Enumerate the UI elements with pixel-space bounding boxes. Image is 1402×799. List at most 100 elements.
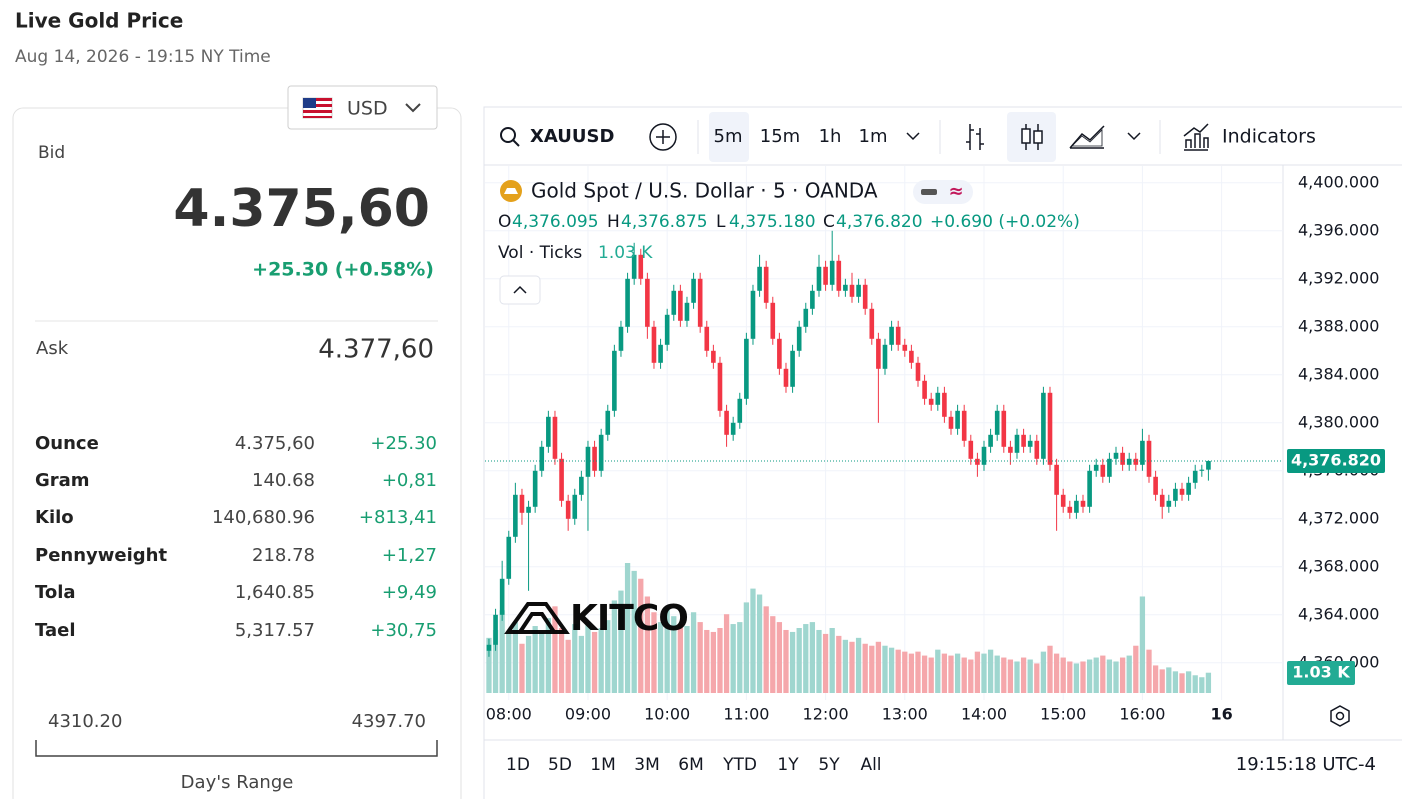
- volume-bar: [558, 628, 565, 693]
- candle-body: [1186, 482, 1191, 495]
- candle-body: [618, 326, 624, 351]
- candle-body: [1146, 440, 1152, 477]
- chart-title: Gold Spot / U.S. Dollar · 5 · OANDA: [531, 179, 878, 203]
- period-button[interactable]: YTD: [722, 755, 757, 775]
- period-button[interactable]: All: [860, 755, 881, 775]
- y-tick-label: 4,388.000: [1298, 316, 1379, 335]
- candle-body: [645, 278, 650, 327]
- candle-body: [909, 350, 914, 363]
- volume-bar: [921, 655, 928, 693]
- candle-body: [1206, 460, 1211, 470]
- candle-body: [1093, 464, 1099, 471]
- currency-select[interactable]: USD: [287, 85, 438, 130]
- interval-button[interactable]: 1h: [819, 126, 842, 147]
- candle-body: [816, 266, 822, 291]
- unit-change: +9,49: [382, 582, 437, 603]
- currency-label[interactable]: USD: [347, 98, 388, 120]
- volume-bar: [717, 628, 723, 693]
- volume-bar: [1172, 671, 1179, 693]
- candle-body: [829, 260, 835, 285]
- legend: Gold Spot / U.S. Dollar · 5 · OANDA ≈: [500, 179, 973, 204]
- volume-bar: [855, 637, 862, 693]
- compare-button[interactable]: [649, 123, 677, 151]
- ohlc-value: 4,376.820: [836, 212, 923, 232]
- collapse-button[interactable]: [499, 275, 541, 305]
- candles-style-button[interactable]: [1021, 124, 1043, 150]
- candle-body: [1126, 458, 1132, 465]
- volume-bar: [743, 602, 750, 693]
- candle-body: [763, 266, 769, 303]
- unit-name: Ounce: [35, 433, 99, 454]
- volume-bar: [684, 626, 690, 693]
- candle-body: [539, 446, 545, 471]
- candle-body: [552, 416, 558, 459]
- candle-body: [664, 314, 670, 345]
- candle-body: [790, 350, 795, 387]
- area-style-button[interactable]: [1069, 125, 1105, 149]
- volume-bar: [1199, 677, 1205, 693]
- volume-bar: [710, 631, 717, 693]
- interval-button[interactable]: 15m: [760, 126, 800, 147]
- volume-bar: [723, 614, 730, 693]
- period-button[interactable]: 6M: [678, 755, 703, 775]
- chevron-icon[interactable]: [1127, 132, 1141, 141]
- candle-body: [678, 290, 683, 321]
- volume-bar: [869, 645, 875, 693]
- volume-bar: [1100, 655, 1106, 693]
- volume-bar: [552, 606, 558, 693]
- indicators-button[interactable]: Indicators: [1183, 123, 1316, 151]
- candle-body: [849, 284, 855, 297]
- candle-body: [862, 284, 868, 309]
- range-high: 4397.70: [352, 711, 426, 732]
- period-button[interactable]: 5D: [548, 755, 572, 775]
- candle-body: [1140, 440, 1145, 465]
- chevron-icon[interactable]: [906, 132, 920, 141]
- interval-list: 5m 15m 1h 1m: [714, 126, 888, 147]
- active-style-bg[interactable]: [1007, 112, 1056, 162]
- range-bar: [35, 740, 438, 757]
- candle-body: [803, 308, 809, 327]
- volume-bar: [836, 635, 842, 693]
- volume-bar: [915, 651, 921, 693]
- candle-body: [737, 398, 743, 423]
- us-flag: [302, 97, 333, 119]
- volume-bar: [829, 628, 835, 693]
- candle-body: [1192, 470, 1198, 483]
- candle-body: [882, 344, 888, 369]
- period-button[interactable]: 1D: [506, 755, 530, 775]
- range-label: Day's Range: [181, 772, 294, 793]
- volume-bar: [994, 655, 1000, 693]
- active-interval-bg: [709, 112, 749, 162]
- volume-title: Vol · Ticks: [498, 243, 582, 263]
- volume-bar: [1086, 659, 1093, 693]
- candle-body: [585, 446, 591, 477]
- candle-body: [1034, 440, 1040, 459]
- ask-label: Ask: [36, 338, 69, 359]
- ohlc-key: H: [607, 212, 620, 232]
- indicators-label[interactable]: Indicators: [1222, 126, 1316, 148]
- volume-bar: [756, 594, 763, 693]
- candle-body: [532, 470, 538, 507]
- candle-body: [506, 536, 512, 579]
- volume-bar: [532, 626, 538, 693]
- legend-toggle[interactable]: [913, 180, 973, 204]
- candle-body: [519, 494, 525, 513]
- symbol[interactable]: XAUUSD: [530, 126, 614, 147]
- period-button[interactable]: 1Y: [777, 755, 799, 775]
- volume-tag: [1287, 661, 1355, 685]
- interval-button[interactable]: 1m: [859, 126, 888, 147]
- bars-style-button[interactable]: [966, 124, 984, 150]
- interval-button[interactable]: 5m: [714, 126, 743, 147]
- settings-button[interactable]: [1330, 705, 1350, 727]
- x-tick-label: 16: [1210, 705, 1232, 724]
- period-button[interactable]: 1M: [590, 755, 615, 775]
- volume-bar: [803, 624, 809, 693]
- candle-body: [717, 362, 723, 411]
- period-button[interactable]: 5Y: [818, 755, 840, 775]
- candle-body: [1107, 458, 1112, 477]
- candle-body: [869, 308, 875, 339]
- candle-body: [955, 410, 960, 429]
- period-button[interactable]: 3M: [634, 755, 659, 775]
- grid: [485, 166, 1283, 700]
- symbol-search[interactable]: XAUUSD: [500, 126, 614, 147]
